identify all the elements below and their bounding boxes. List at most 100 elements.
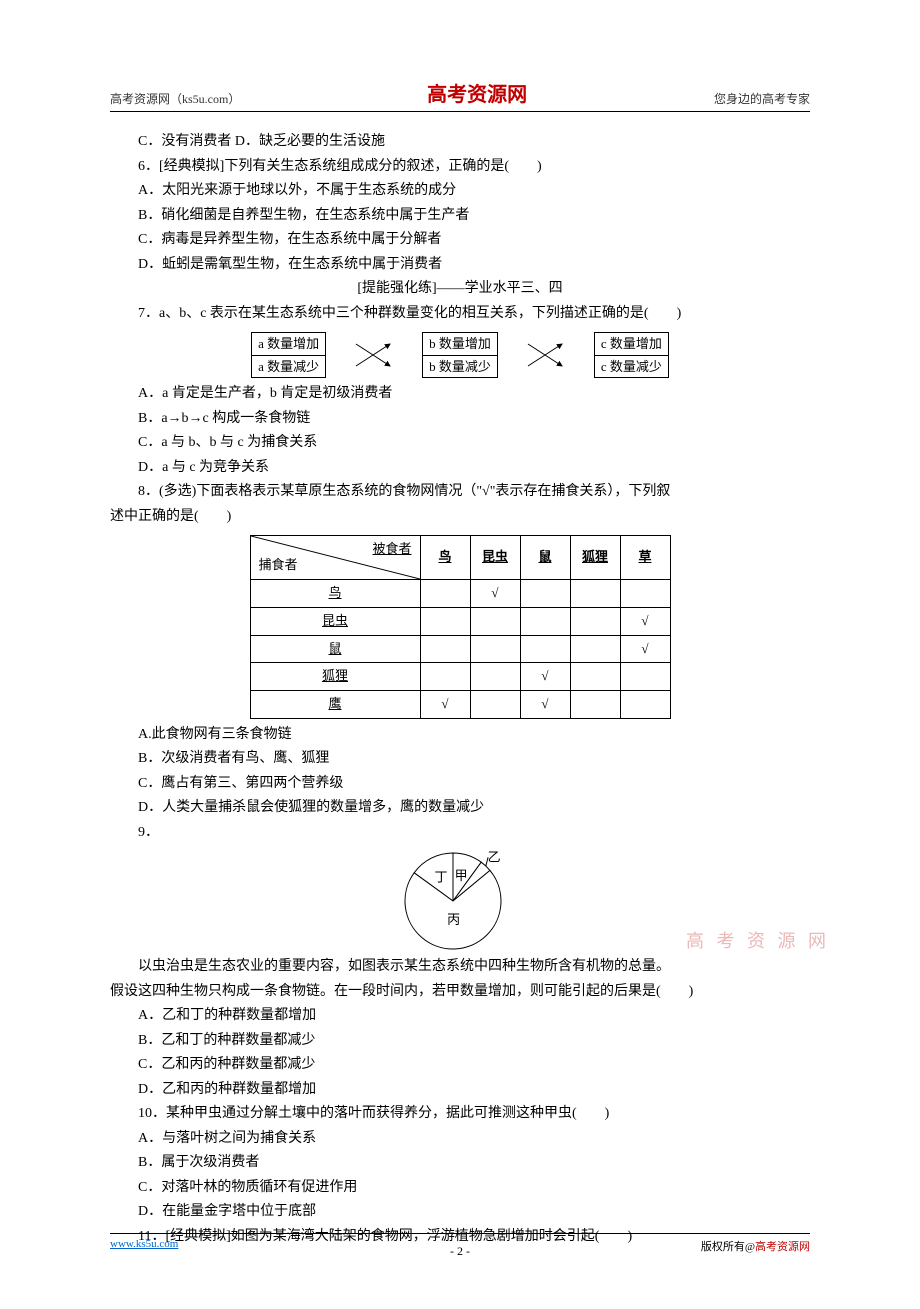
q10-stem: 10．某种甲虫通过分解土壤中的落叶而获得养分，据此可推测这种甲虫( )	[110, 1102, 810, 1127]
q8-cell	[570, 635, 620, 663]
q9-option-c: C．乙和丙的种群数量都减少	[110, 1053, 810, 1078]
table-row: 鸟√	[250, 580, 670, 608]
q7-box-b-inc: b 数量增加	[422, 332, 498, 356]
q10-option-d: D．在能量金字塔中位于底部	[110, 1200, 810, 1225]
q10-option-b: B．属于次级消费者	[110, 1151, 810, 1176]
q8-option-c: C．鹰占有第三、第四两个营养级	[110, 772, 810, 797]
q5-option-cd: C．没有消费者 D．缺乏必要的生活设施	[110, 130, 810, 155]
q6-option-d: D．蚯蚓是需氧型生物，在生态系统中属于消费者	[110, 253, 810, 278]
q8-cell	[570, 607, 620, 635]
q8-cell	[570, 580, 620, 608]
q8-cell	[520, 635, 570, 663]
q9-option-d: D．乙和丙的种群数量都增加	[110, 1078, 810, 1103]
q8-cell	[470, 635, 520, 663]
table-row: 昆虫 √	[250, 607, 670, 635]
q8-cell: √	[620, 607, 670, 635]
q9-option-b: B．乙和丁的种群数量都减少	[110, 1029, 810, 1054]
q10-option-c: C．对落叶林的物质循环有促进作用	[110, 1176, 810, 1201]
footer-right-plain: 版权所有@	[701, 1241, 755, 1253]
q8-cell: √	[620, 635, 670, 663]
footer-url[interactable]: www.ks5u.com	[110, 1238, 178, 1254]
q8-table-diag-header: 被食者 捕食者	[250, 536, 420, 580]
q8-row-header: 鹰	[250, 691, 420, 719]
pie-label: 甲	[455, 868, 468, 883]
page-header: 高考资源网（ks5u.com） 高考资源网 您身边的高考专家	[110, 78, 810, 112]
header-left: 高考资源网（ks5u.com）	[110, 90, 240, 107]
table-row: 鹰√√	[250, 691, 670, 719]
q8-diag-bottom: 捕食者	[259, 554, 298, 577]
q8-row-header: 鸟	[250, 580, 420, 608]
pie-label: 丁	[435, 870, 448, 885]
q10-option-a: A．与落叶树之间为捕食关系	[110, 1127, 810, 1152]
q6-option-b: B．硝化细菌是自养型生物，在生态系统中属于生产者	[110, 204, 810, 229]
q7-box-a-inc: a 数量增加	[251, 332, 326, 356]
q8-cell	[420, 607, 470, 635]
q7-option-c: C．a 与 b、b 与 c 为捕食关系	[110, 431, 810, 456]
q8-table: 被食者 捕食者 鸟 昆虫 鼠 狐狸 草 鸟√昆虫√鼠√狐狸√鹰√√	[250, 535, 671, 719]
q8-cell	[620, 691, 670, 719]
q9-pie-chart: 丁甲乙丙 高 考 资 源 网	[110, 849, 810, 953]
table-row: 狐狸 √	[250, 663, 670, 691]
q9-num: 9．	[110, 821, 810, 846]
footer-page-number: - 2 -	[450, 1244, 470, 1259]
q8-cell	[470, 663, 520, 691]
q8-cell	[520, 607, 570, 635]
q7-option-a: A．a 肯定是生产者，b 肯定是初级消费者	[110, 382, 810, 407]
q8-option-b: B．次级消费者有鸟、鹰、狐狸	[110, 747, 810, 772]
q8-row-header: 昆虫	[250, 607, 420, 635]
q7-arrows-bc	[528, 332, 564, 378]
header-center-logo: 高考资源网	[427, 78, 527, 107]
q8-cell	[520, 580, 570, 608]
q8-cell	[420, 635, 470, 663]
q8-col-4: 草	[620, 536, 670, 580]
q8-stem-1: 8．(多选)下面表格表示某草原生态系统的食物网情况（"√"表示存在捕食关系），下…	[110, 480, 810, 505]
q8-cell: √	[420, 691, 470, 719]
page-footer: www.ks5u.com - 2 - 版权所有@高考资源网	[110, 1233, 810, 1254]
q7-box-a-dec: a 数量减少	[251, 356, 326, 379]
q8-option-a: A.此食物网有三条食物链	[110, 723, 810, 748]
table-row: 鼠√	[250, 635, 670, 663]
q7-box-c-inc: c 数量增加	[594, 332, 669, 356]
q7-diagram: a 数量增加 a 数量减少 b 数量增加 b 数量减少	[110, 332, 810, 378]
q6-option-a: A．太阳光来源于地球以外，不属于生态系统的成分	[110, 179, 810, 204]
q6-option-c: C．病毒是异养型生物，在生态系统中属于分解者	[110, 228, 810, 253]
q8-cell: √	[520, 691, 570, 719]
q8-row-header: 狐狸	[250, 663, 420, 691]
document-body: C．没有消费者 D．缺乏必要的生活设施 6．[经典模拟]下列有关生态系统组成成分…	[110, 130, 810, 1249]
q7-arrows-ab	[356, 332, 392, 378]
watermark-text: 高 考 资 源 网	[686, 926, 830, 958]
q8-stem-2: 述中正确的是( )	[110, 505, 810, 530]
q8-col-3: 狐狸	[570, 536, 620, 580]
header-right: 您身边的高考专家	[714, 90, 810, 107]
q8-cell	[570, 663, 620, 691]
q8-cell	[620, 580, 670, 608]
q8-cell	[570, 691, 620, 719]
q8-col-1: 昆虫	[470, 536, 520, 580]
q7-option-b: B．a→b→c 构成一条食物链	[110, 407, 810, 432]
q8-cell	[420, 580, 470, 608]
pie-label: 丙	[447, 912, 460, 927]
q8-cell	[470, 607, 520, 635]
q8-cell	[420, 663, 470, 691]
section-heading: [提能强化练]——学业水平三、四	[110, 277, 810, 302]
q8-diag-top: 被食者	[372, 538, 411, 561]
q8-col-0: 鸟	[420, 536, 470, 580]
q9-option-a: A．乙和丁的种群数量都增加	[110, 1004, 810, 1029]
q8-cell: √	[470, 580, 520, 608]
footer-right-red: 高考资源网	[755, 1241, 810, 1253]
q6-stem: 6．[经典模拟]下列有关生态系统组成成分的叙述，正确的是( )	[110, 155, 810, 180]
q9-p2: 假设这四种生物只构成一条食物链。在一段时间内，若甲数量增加，则可能引起的后果是(…	[110, 980, 810, 1005]
q8-cell	[470, 691, 520, 719]
pie-label: 乙	[488, 850, 501, 865]
q8-option-d: D．人类大量捕杀鼠会使狐狸的数量增多，鹰的数量减少	[110, 796, 810, 821]
footer-copyright: 版权所有@高考资源网	[701, 1238, 810, 1254]
q7-box-b-dec: b 数量减少	[422, 356, 498, 379]
q7-option-d: D．a 与 c 为竞争关系	[110, 456, 810, 481]
q8-cell: √	[520, 663, 570, 691]
q9-p1: 以虫治虫是生态农业的重要内容，如图表示某生态系统中四种生物所含有机物的总量。	[110, 955, 810, 980]
q8-row-header: 鼠	[250, 635, 420, 663]
q8-col-2: 鼠	[520, 536, 570, 580]
q7-box-c-dec: c 数量减少	[594, 356, 669, 379]
q7-stem: 7．a、b、c 表示在某生态系统中三个种群数量变化的相互关系，下列描述正确的是(…	[110, 302, 810, 327]
q8-cell	[620, 663, 670, 691]
